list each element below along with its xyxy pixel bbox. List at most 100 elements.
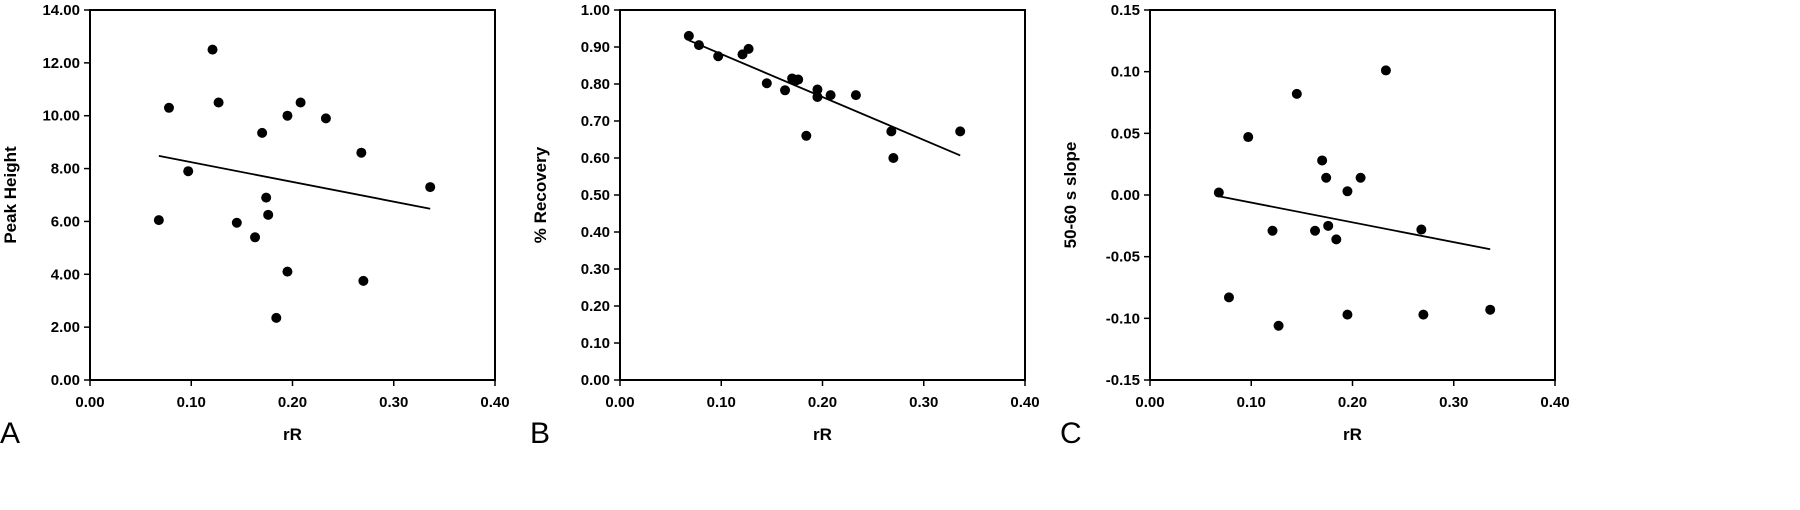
y-tick-label: 0.50 [581, 187, 610, 204]
y-tick-label: 12.00 [42, 55, 80, 72]
data-point [250, 232, 261, 243]
x-tick-label: 0.00 [75, 394, 104, 411]
data-point [780, 85, 791, 96]
data-point [425, 182, 436, 193]
chart-panel-a: 0.00 0.10 0.20 0.30 0.40 0.00 2.00 4.00 6.00 8.00… [0, 2, 510, 450]
x-tick-label: 0.30 [909, 394, 938, 411]
data-point [295, 97, 306, 108]
data-point [1223, 292, 1234, 303]
trend-line [1218, 195, 1491, 251]
data-point [1323, 220, 1334, 231]
data-point [183, 166, 194, 177]
data-point [1310, 225, 1321, 236]
y-tick-label: 0.00 [581, 372, 610, 389]
data-point [1485, 304, 1496, 315]
x-tick-label: 0.20 [278, 394, 307, 411]
y-tick-label: 10.00 [42, 108, 80, 125]
data-point [1213, 187, 1224, 198]
x-tick-label: 0.00 [605, 394, 634, 411]
y-tick-label: 0.00 [1111, 187, 1140, 204]
x-tick-label: 0.40 [1010, 394, 1039, 411]
data-point [257, 127, 268, 138]
data-point [282, 266, 293, 277]
x-axis-label: rR [283, 425, 302, 444]
data-point [793, 74, 804, 85]
y-tick-label: 0.80 [581, 76, 610, 93]
y-tick-label: 0.60 [581, 150, 610, 167]
data-point [886, 126, 897, 137]
x-tick-label: 0.30 [1439, 394, 1468, 411]
data-point [1291, 88, 1302, 99]
data-point [356, 147, 367, 158]
x-tick-label: 0.10 [177, 394, 206, 411]
data-point [1243, 132, 1254, 143]
y-tick-label: 0.10 [1111, 64, 1140, 81]
y-tick-label: 0.15 [1111, 2, 1140, 19]
data-point [1317, 155, 1328, 166]
y-tick-label: 0.10 [581, 335, 610, 352]
y-tick-label: 8.00 [51, 161, 80, 178]
x-tick-label: 0.20 [808, 394, 837, 411]
data-point [1355, 172, 1366, 183]
data-point [1331, 234, 1342, 245]
data-point [850, 90, 861, 101]
x-tick-label: 0.30 [379, 394, 408, 411]
data-point [812, 91, 823, 102]
data-point [1342, 186, 1353, 197]
data-point [761, 78, 772, 89]
y-tick-label: 6.00 [51, 213, 80, 230]
data-point [1380, 65, 1391, 76]
y-tick-label: -0.05 [1106, 249, 1140, 266]
x-tick-label: 0.10 [1237, 394, 1266, 411]
data-point [1273, 320, 1284, 331]
data-point [1267, 225, 1278, 236]
trend-line [688, 39, 961, 157]
panel-letter: B [530, 417, 550, 450]
x-tick-label: 0.40 [480, 394, 509, 411]
data-point [153, 215, 164, 226]
y-tick-label: 4.00 [51, 266, 80, 283]
data-point [1321, 172, 1332, 183]
data-point [955, 126, 966, 137]
y-axis-label: 50-60 s slope [1061, 142, 1080, 249]
y-tick-label: -0.15 [1106, 372, 1140, 389]
y-tick-label: 0.05 [1111, 125, 1140, 142]
x-tick-label: 0.10 [707, 394, 736, 411]
y-tick-label: 2.00 [51, 319, 80, 336]
data-point [163, 102, 174, 113]
data-point [358, 275, 369, 286]
y-tick-label: 14.00 [42, 2, 80, 19]
x-tick-label: 0.00 [1135, 394, 1164, 411]
data-point [743, 43, 754, 54]
y-tick-label: 0.30 [581, 261, 610, 278]
plot-frame [1149, 9, 1556, 381]
data-point [693, 40, 704, 51]
data-point [282, 110, 293, 121]
chart-panel-c: 0.00 0.10 0.20 0.30 0.40 -0.15 -0.10 -0.05 0.00 0… [1060, 2, 1570, 450]
y-tick-label: -0.10 [1106, 310, 1140, 327]
data-point [683, 30, 694, 41]
data-point [713, 51, 724, 62]
y-tick-label: 0.20 [581, 298, 610, 315]
data-point [263, 209, 274, 220]
data-point [213, 97, 224, 108]
data-point [207, 44, 218, 55]
x-axis-label: rR [1343, 425, 1362, 444]
trend-line [158, 155, 431, 210]
y-tick-label: 0.40 [581, 224, 610, 241]
y-tick-label: 1.00 [581, 2, 610, 19]
x-tick-label: 0.40 [1540, 394, 1569, 411]
data-point [1342, 309, 1353, 320]
plot-frame [89, 9, 496, 381]
y-tick-label: 0.90 [581, 39, 610, 56]
data-point [825, 90, 836, 101]
data-point [888, 153, 899, 163]
data-point [801, 130, 812, 141]
y-tick-label: 0.00 [51, 372, 80, 389]
data-point [1418, 309, 1429, 320]
data-point [231, 217, 242, 228]
chart-panel-b: 0.00 0.10 0.20 0.30 0.40 0.00 0.10 0.20 0.30 0.40… [530, 2, 1040, 450]
x-tick-label: 0.20 [1338, 394, 1367, 411]
y-tick-label: 0.70 [581, 113, 610, 130]
